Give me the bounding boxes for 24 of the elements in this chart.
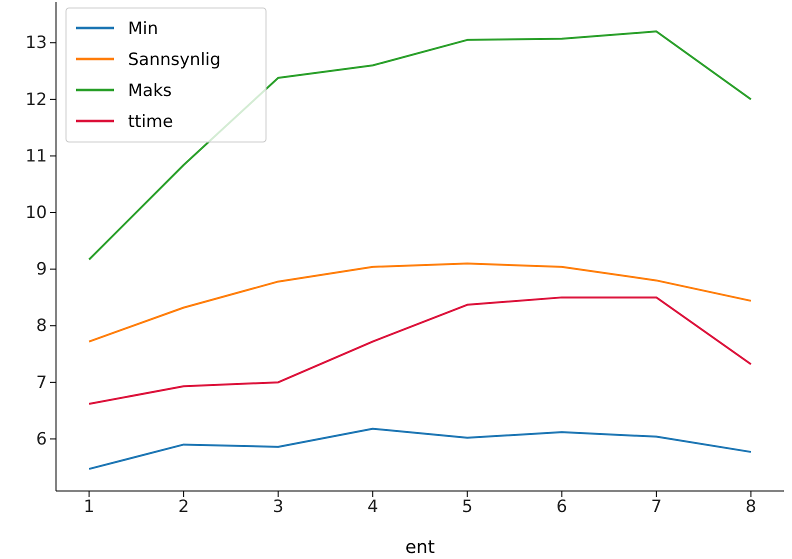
x-tick-label: 4 bbox=[367, 497, 378, 518]
y-tick-label: 13 bbox=[25, 33, 47, 54]
x-tick-label: 2 bbox=[178, 497, 190, 518]
x-tick-label: 5 bbox=[462, 497, 473, 518]
x-tick-label: 3 bbox=[272, 497, 284, 518]
x-axis-title: ent bbox=[405, 537, 435, 558]
legend-label: Sannsynlig bbox=[128, 50, 221, 70]
y-tick-label: 6 bbox=[36, 429, 47, 450]
line-series bbox=[88, 262, 752, 343]
y-tick-label: 7 bbox=[36, 372, 47, 393]
legend-label: ttime bbox=[128, 112, 174, 132]
legend-label: Min bbox=[128, 19, 158, 39]
y-tick-label: 11 bbox=[25, 146, 47, 166]
x-tick-label: 8 bbox=[745, 497, 756, 518]
x-tick-label: 6 bbox=[556, 497, 568, 518]
line-series bbox=[88, 428, 752, 470]
y-tick-label: 10 bbox=[25, 202, 47, 223]
legend-label: Maks bbox=[128, 81, 172, 101]
line-series bbox=[88, 296, 752, 405]
x-tick-label: 1 bbox=[84, 497, 95, 518]
y-tick-label: 12 bbox=[25, 90, 47, 110]
y-tick-label: 9 bbox=[36, 260, 47, 280]
y-tick-label: 8 bbox=[36, 316, 47, 336]
x-tick-label: 7 bbox=[650, 497, 662, 518]
